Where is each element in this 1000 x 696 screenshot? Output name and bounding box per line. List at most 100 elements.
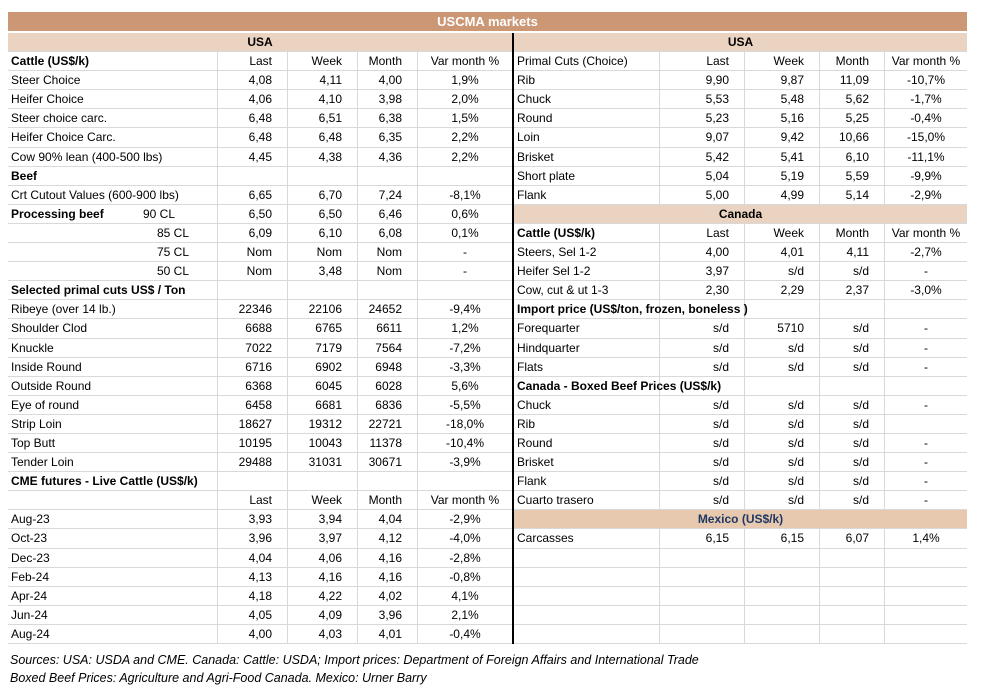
table-row: Apr-24 4,18 4,22 4,02 4,1% <box>8 586 512 606</box>
cell-last: 4,00 <box>218 624 288 644</box>
empty-cell <box>418 167 512 186</box>
row-label: Carcasses <box>514 529 660 549</box>
region-band: Canada <box>514 204 967 224</box>
cell-var: 0,1% <box>418 224 512 244</box>
cell-var: -0,8% <box>418 568 512 587</box>
row-label: Loin <box>514 128 660 148</box>
row-label: Cuarto trasero <box>514 491 660 511</box>
empty-cell <box>660 548 745 568</box>
table-row: Steer choice carc. 6,48 6,51 6,38 1,5% <box>8 109 512 129</box>
cell-month: 6,35 <box>358 128 418 148</box>
cell-var: -0,4% <box>418 625 512 644</box>
cell-month: s/d <box>820 319 885 339</box>
empty-cell <box>885 606 967 625</box>
empty-cell <box>820 586 885 606</box>
cell-var: - <box>418 243 512 263</box>
cell-month: s/d <box>820 414 885 434</box>
cell-week: s/d <box>745 357 820 377</box>
empty-cell <box>820 548 885 568</box>
empty-cell <box>820 605 885 625</box>
cell-last: s/d <box>660 414 745 434</box>
table-row: Tender Loin 29488 31031 30671 -3,9% <box>8 453 512 473</box>
region-band-label: USA <box>8 33 512 53</box>
region-band: Mexico (US$/k) <box>514 510 967 530</box>
header-row-label: Cattle (US$/k) <box>514 223 660 244</box>
table-row: Brisket s/d s/d s/d - <box>514 453 967 473</box>
table-row: Feb-24 4,13 4,16 4,16 -0,8% <box>8 567 512 587</box>
cell-week: 31031 <box>288 453 358 473</box>
cell-week: Nom <box>288 243 358 263</box>
cell-last: 4,06 <box>218 90 288 110</box>
cell-var: -1,7% <box>885 90 967 110</box>
cell-var: 2,0% <box>418 90 512 110</box>
row-label: Heifer Sel 1-2 <box>514 262 660 282</box>
cell-last: s/d <box>660 319 745 339</box>
cell-var: -2,7% <box>885 243 967 263</box>
empty-row <box>514 548 967 568</box>
empty-cell <box>820 567 885 587</box>
table-row: Dec-23 4,04 4,06 4,16 -2,8% <box>8 548 512 568</box>
column-header-week: Week <box>745 223 820 244</box>
cell-week: 4,10 <box>288 90 358 110</box>
table-row: Heifer Choice 4,06 4,10 3,98 2,0% <box>8 90 512 110</box>
empty-cell <box>660 605 745 625</box>
cell-month: 6028 <box>358 376 418 396</box>
table-row: Oct-23 3,96 3,97 4,12 -4,0% <box>8 529 512 549</box>
empty-cell <box>745 586 820 606</box>
row-label: Round <box>514 109 660 129</box>
row-label: Feb-24 <box>8 567 218 587</box>
table-row: Aug-24 4,00 4,03 4,01 -0,4% <box>8 624 512 644</box>
empty-row <box>514 605 967 625</box>
cell-var: -2,9% <box>418 510 512 530</box>
column-header-month: Month <box>820 52 885 72</box>
cell-week: 4,09 <box>288 605 358 625</box>
cell-month: s/d <box>820 338 885 358</box>
cell-var: -10,4% <box>418 434 512 454</box>
cell-month: 6611 <box>358 319 418 339</box>
cell-var: 2,1% <box>418 606 512 625</box>
empty-cell <box>418 281 512 301</box>
column-header-week: Week <box>288 491 358 511</box>
cell-month: 6,46 <box>358 204 418 224</box>
row-label: Knuckle <box>8 338 218 358</box>
table-row: Steer Choice 4,08 4,11 4,00 1,9% <box>8 71 512 91</box>
cell-week: 9,87 <box>745 71 820 91</box>
table-row: Shoulder Clod 6688 6765 6611 1,2% <box>8 319 512 339</box>
row-label: Aug-23 <box>8 510 218 530</box>
row-label: Cow, cut & ut 1-3 <box>514 281 660 301</box>
empty-cell <box>660 300 745 320</box>
column-header-var: Var month % <box>418 52 512 72</box>
cell-var: -4,0% <box>418 529 512 549</box>
cell-last: 5,53 <box>660 90 745 110</box>
cell-month: Nom <box>358 243 418 263</box>
empty-cell <box>288 281 358 301</box>
cell-week: 5710 <box>745 319 820 339</box>
empty-cell <box>820 376 885 396</box>
table-row: Cow 90% lean (400-500 lbs) 4,45 4,38 4,36 2,… <box>8 147 512 167</box>
cell-last: s/d <box>660 491 745 511</box>
row-label: Flank <box>514 472 660 492</box>
cell-month: 6,38 <box>358 109 418 129</box>
table-row: Round 5,23 5,16 5,25 -0,4% <box>514 109 967 129</box>
cell-week: s/d <box>745 414 820 434</box>
cell-last: 6368 <box>218 376 288 396</box>
cell-month: 22721 <box>358 414 418 434</box>
cell-var: -2,8% <box>418 549 512 568</box>
cell-week: 3,48 <box>288 262 358 282</box>
cell-week: 4,16 <box>288 567 358 587</box>
cell-var: 1,5% <box>418 109 512 129</box>
table-row: Hindquarter s/d s/d s/d - <box>514 338 967 358</box>
table-row: 75 CL Nom Nom Nom - <box>8 243 512 263</box>
cell-week: s/d <box>745 491 820 511</box>
cell-month: Nom <box>358 262 418 282</box>
cell-week: 6,50 <box>288 204 358 224</box>
empty-cell <box>660 624 745 644</box>
row-label: Flats <box>514 357 660 377</box>
table-row: Crt Cutout Values (600-900 lbs) 6,65 6,70 7… <box>8 185 512 205</box>
cell-var: - <box>885 434 967 454</box>
row-label: Round <box>514 433 660 454</box>
table-row: Heifer Sel 1-2 3,97 s/d s/d - <box>514 262 967 282</box>
cell-week: s/d <box>745 433 820 454</box>
table-row: Forequarter s/d 5710 s/d - <box>514 319 967 339</box>
cell-month: 5,25 <box>820 109 885 129</box>
